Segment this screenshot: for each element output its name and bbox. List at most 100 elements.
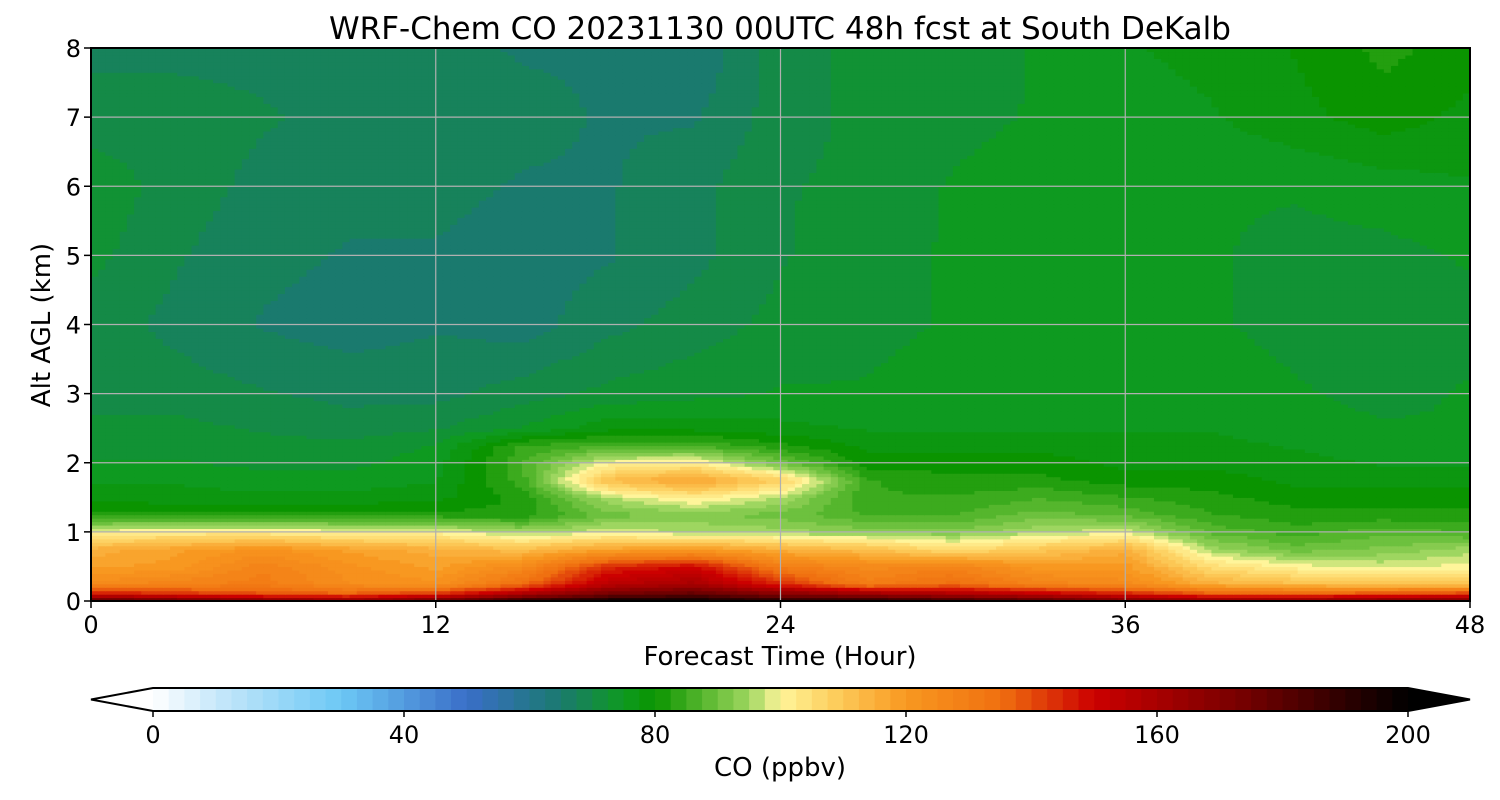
heatmap-cell (960, 580, 968, 585)
heatmap-cell (636, 594, 645, 599)
heatmap-cell (593, 514, 602, 519)
heatmap-cell (1383, 524, 1392, 530)
heatmap-cell (960, 531, 968, 536)
heatmap-cell (1369, 524, 1378, 530)
heatmap-cell (1355, 587, 1363, 592)
heatmap-cell (802, 511, 810, 516)
heatmap-cell (1089, 569, 1098, 574)
heatmap-cell (191, 556, 200, 561)
heatmap-cell (593, 583, 602, 588)
heatmap-cell (809, 535, 818, 540)
heatmap-cell (328, 542, 336, 547)
heatmap-cell (363, 514, 372, 519)
heatmap-cell (1326, 528, 1335, 533)
heatmap-cell (1096, 542, 1105, 547)
heatmap-cell (464, 576, 473, 581)
heatmap-cell (220, 524, 229, 530)
heatmap-cell (644, 542, 652, 547)
heatmap-cell (1139, 573, 1148, 578)
heatmap-cell (320, 549, 329, 554)
heatmap-cell (938, 528, 947, 533)
heatmap-cell (1211, 587, 1220, 592)
heatmap-cell (392, 514, 401, 519)
heatmap-cell (1276, 549, 1284, 554)
heatmap-cell (802, 521, 810, 526)
heatmap-cell (514, 559, 523, 564)
heatmap-cell (1175, 549, 1184, 554)
heatmap-cell (694, 580, 703, 585)
heatmap-cell (895, 576, 904, 581)
heatmap-cell (299, 521, 308, 526)
heatmap-cell (694, 569, 703, 574)
heatmap-cell (184, 569, 193, 574)
heatmap-cell (823, 590, 832, 595)
heatmap-cell (277, 583, 286, 588)
heatmap-cell (1010, 545, 1019, 550)
heatmap-cell (658, 535, 667, 540)
heatmap-cell (773, 587, 782, 592)
heatmap-cell (270, 590, 279, 595)
heatmap-cell (981, 531, 990, 536)
heatmap-cell (198, 524, 207, 530)
heatmap-cell (1290, 538, 1299, 543)
heatmap-cell (536, 521, 545, 526)
heatmap-cell (1405, 566, 1414, 571)
heatmap-cell (1211, 531, 1220, 536)
heatmap-cell (363, 583, 372, 588)
heatmap-cell (435, 594, 444, 599)
heatmap-cell (708, 559, 717, 564)
heatmap-cell (1010, 549, 1019, 554)
heatmap-cell (284, 511, 293, 516)
heatmap-cell (471, 552, 480, 557)
heatmap-cell (1297, 583, 1306, 588)
heatmap-cell (787, 583, 796, 588)
heatmap-cell (521, 511, 530, 516)
heatmap-cell (349, 580, 358, 585)
heatmap-cell (234, 590, 243, 595)
heatmap-cell (213, 511, 221, 516)
heatmap-cell (284, 573, 293, 578)
heatmap-cell (141, 521, 150, 526)
heatmap-cell (1118, 594, 1126, 599)
heatmap-cell (1125, 559, 1134, 564)
heatmap-cell (313, 559, 322, 564)
heatmap-cell (1304, 590, 1313, 595)
heatmap-cell (249, 531, 257, 536)
heatmap-cell (1419, 580, 1428, 585)
heatmap-cell (916, 511, 925, 516)
heatmap-cell (723, 531, 731, 536)
heatmap-cell (701, 566, 710, 571)
heatmap-cell (1340, 514, 1349, 519)
heatmap-cell (227, 511, 236, 516)
heatmap-cell (895, 531, 904, 536)
heatmap-cell (1448, 528, 1457, 533)
heatmap-cell (1376, 531, 1385, 536)
heatmap-cell (292, 531, 300, 536)
heatmap-cell (694, 556, 703, 561)
heatmap-cell (1003, 521, 1011, 526)
heatmap-cell (1132, 559, 1141, 564)
heatmap-cell (1031, 521, 1040, 526)
heatmap-cell (234, 531, 243, 536)
heatmap-cell (155, 573, 164, 578)
heatmap-cell (98, 583, 106, 588)
heatmap-cell (938, 531, 947, 536)
heatmap-cell (1031, 580, 1040, 585)
heatmap-cell (859, 521, 868, 526)
heatmap-cell (1096, 524, 1105, 530)
heatmap-cell (442, 549, 451, 554)
heatmap-cell (1189, 576, 1198, 581)
heatmap-cell (737, 549, 746, 554)
heatmap-cell (988, 556, 997, 561)
heatmap-cell (112, 576, 121, 581)
heatmap-cell (1082, 528, 1090, 533)
heatmap-cell (1462, 535, 1470, 540)
heatmap-cell (550, 521, 559, 526)
heatmap-cell (1161, 524, 1169, 530)
heatmap-cell (493, 521, 501, 526)
heatmap-cell (600, 573, 609, 578)
heatmap-cell (320, 511, 329, 516)
heatmap-cell (342, 518, 351, 523)
heatmap-cell (708, 514, 717, 519)
heatmap-cell (205, 552, 214, 557)
